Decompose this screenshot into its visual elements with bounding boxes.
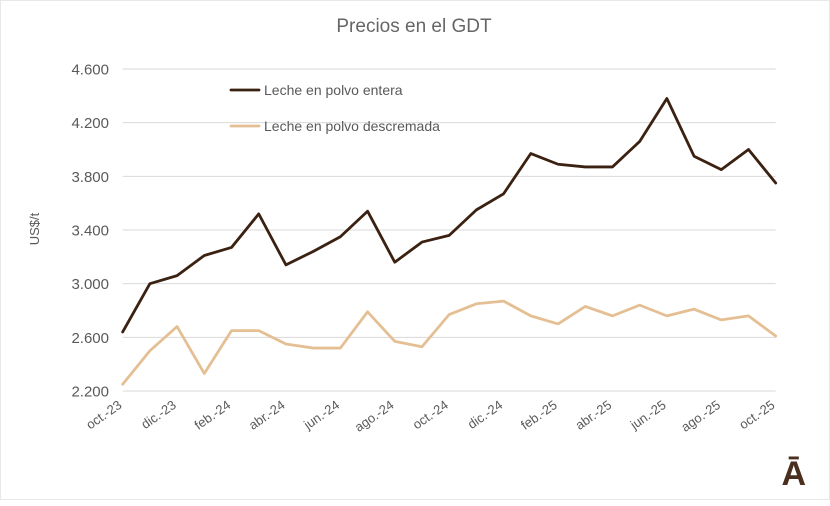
svg-text:4.600: 4.600 — [71, 62, 109, 79]
svg-text:oct.-25: oct.-25 — [736, 397, 777, 432]
svg-text:3.000: 3.000 — [71, 276, 109, 293]
svg-text:2.200: 2.200 — [71, 384, 109, 401]
svg-text:jun.-25: jun.-25 — [627, 397, 669, 433]
svg-text:3.400: 3.400 — [71, 223, 109, 240]
svg-text:2.600: 2.600 — [71, 330, 109, 347]
svg-text:feb.-24: feb.-24 — [191, 397, 233, 433]
svg-text:3.800: 3.800 — [71, 169, 109, 186]
svg-text:dic.-24: dic.-24 — [465, 397, 506, 432]
svg-text:4.200: 4.200 — [71, 115, 109, 132]
svg-text:feb.-25: feb.-25 — [518, 397, 560, 433]
svg-text:Leche en polvo entera: Leche en polvo entera — [264, 82, 403, 98]
svg-text:dic.-23: dic.-23 — [138, 397, 179, 432]
svg-text:Leche en polvo descremada: Leche en polvo descremada — [264, 118, 440, 134]
svg-text:Ā: Ā — [781, 455, 806, 493]
svg-text:oct.-24: oct.-24 — [410, 397, 451, 432]
svg-text:abr.-25: abr.-25 — [572, 397, 614, 433]
svg-text:ago.-24: ago.-24 — [352, 397, 397, 435]
svg-text:abr.-24: abr.-24 — [246, 397, 288, 433]
svg-text:oct.-23: oct.-23 — [83, 397, 124, 432]
svg-text:ago.-25: ago.-25 — [678, 397, 723, 435]
svg-text:jun.-24: jun.-24 — [300, 397, 342, 433]
svg-text:Precios en el GDT: Precios en el GDT — [336, 16, 492, 37]
svg-text:US$/t: US$/t — [27, 212, 42, 245]
